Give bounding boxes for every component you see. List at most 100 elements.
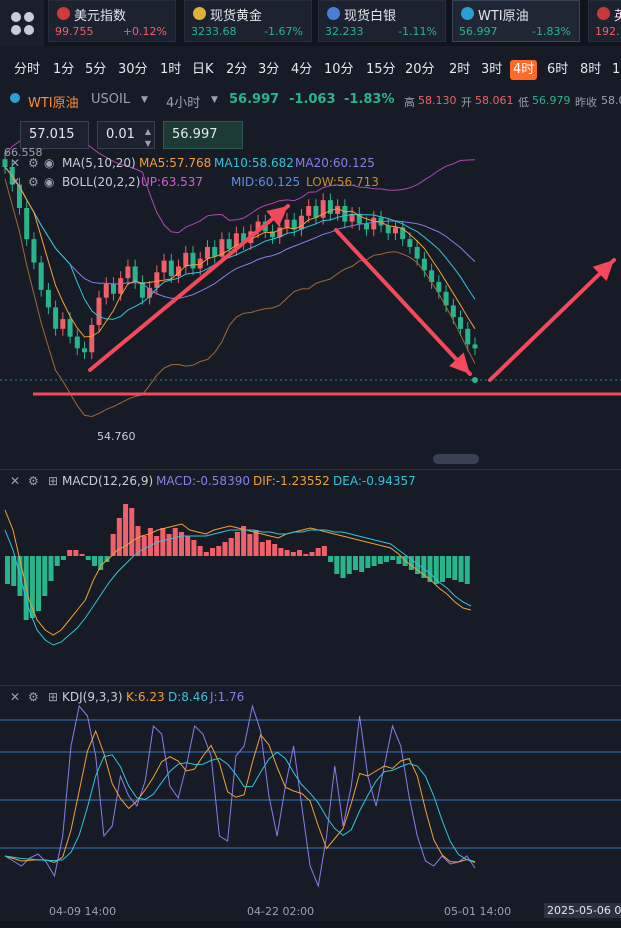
timeframe-tab[interactable]: 日K bbox=[192, 62, 214, 77]
candle-body bbox=[356, 213, 362, 224]
macd-histogram-bar bbox=[185, 536, 191, 556]
ticker-price: 192.1 bbox=[595, 25, 621, 38]
timeframe-tab[interactable]: 2分 bbox=[226, 62, 248, 77]
close-icon[interactable]: ✕ bbox=[10, 175, 21, 189]
candle-body bbox=[53, 307, 59, 329]
macd-histogram-bar bbox=[129, 508, 135, 556]
timeframe-tab[interactable]: 30分 bbox=[118, 62, 148, 77]
ticker-name: 美元指数 bbox=[74, 9, 127, 24]
candle-body bbox=[183, 252, 189, 267]
low-price-label: 54.760 bbox=[97, 430, 136, 443]
timeframe-tab[interactable]: 1时 bbox=[160, 62, 182, 77]
timeframe-tab[interactable]: 4时 bbox=[510, 60, 538, 80]
price-change: -1.063 bbox=[289, 92, 336, 107]
chevron-down-icon[interactable]: ▼ bbox=[211, 95, 218, 105]
timeframe-tab[interactable]: 4分 bbox=[291, 62, 313, 77]
close-icon[interactable]: ✕ bbox=[10, 690, 21, 704]
boll-low-value: LOW:56.713 bbox=[306, 175, 379, 189]
timeframe-bar: 分时 1分 5分 30分 1时 日K 2分 3分 4分 10分 15分 20分 2时 3时 4时 6时 8时 1 bbox=[0, 56, 621, 84]
macd-chart[interactable] bbox=[0, 470, 621, 684]
settings-icon[interactable]: ⚙ bbox=[28, 474, 39, 488]
timeframe-tab[interactable]: 3时 bbox=[481, 62, 503, 77]
price-change-pct: -1.83% bbox=[344, 92, 395, 107]
candle-body bbox=[38, 262, 44, 290]
macd-histogram-bar bbox=[160, 528, 166, 556]
macd-histogram-bar bbox=[309, 552, 315, 556]
settings-icon[interactable]: ⚙ bbox=[28, 156, 39, 170]
candle-body bbox=[103, 283, 109, 298]
candle-body bbox=[212, 246, 218, 257]
macd-histogram-bar bbox=[377, 556, 383, 564]
close-icon[interactable]: ✕ bbox=[10, 156, 21, 170]
macd-histogram-bar bbox=[79, 554, 85, 556]
macd-histogram-bar bbox=[253, 530, 259, 556]
candle-body bbox=[118, 278, 124, 294]
menu-grid-button[interactable] bbox=[0, 0, 44, 46]
trend-arrow-projection bbox=[488, 258, 616, 382]
eye-icon[interactable]: ◉ bbox=[44, 156, 55, 170]
main-candle-chart[interactable] bbox=[0, 112, 621, 470]
candle-body bbox=[407, 239, 413, 247]
period-label[interactable]: 4小时 bbox=[166, 96, 201, 111]
pane-divider[interactable] bbox=[0, 685, 621, 686]
timeframe-tab[interactable]: 8时 bbox=[580, 62, 602, 77]
ticker-card[interactable]: WTI原油 56.997 -1.83% bbox=[452, 0, 580, 42]
macd-histogram-bar bbox=[415, 556, 421, 574]
symbol-code[interactable]: USOIL bbox=[91, 92, 131, 107]
settings-icon[interactable]: ⚙ bbox=[28, 690, 39, 704]
candle-body bbox=[197, 258, 203, 269]
ticker-card[interactable]: 现货白银 32.233 -1.11% bbox=[318, 0, 446, 42]
candle-body bbox=[284, 219, 290, 228]
expand-icon[interactable]: ⊞ bbox=[48, 474, 59, 488]
ticker-card[interactable]: 现货黄金 3233.68 -1.67% bbox=[184, 0, 312, 42]
ticker-pct: -1.11% bbox=[398, 25, 437, 38]
chevron-up-icon[interactable]: ▲ bbox=[144, 127, 151, 136]
timeframe-tab[interactable]: 2时 bbox=[449, 62, 471, 77]
macd-value: MACD:-0.58390 bbox=[156, 474, 250, 488]
timeframe-tab[interactable]: 20分 bbox=[405, 62, 435, 77]
timeframe-tab[interactable]: 3分 bbox=[258, 62, 280, 77]
macd-histogram-bar bbox=[216, 546, 222, 556]
dif-value: DIF:-1.23552 bbox=[253, 474, 330, 488]
kdj-chart[interactable] bbox=[0, 686, 621, 901]
timeframe-tab[interactable]: 6时 bbox=[547, 62, 569, 77]
expand-icon[interactable]: ⊞ bbox=[48, 690, 59, 704]
timeframe-tab[interactable]: 1分 bbox=[53, 62, 75, 77]
candle-body bbox=[335, 206, 341, 214]
price-input-right[interactable]: 56.997 bbox=[163, 121, 243, 149]
timeframe-tab[interactable]: 1 bbox=[612, 62, 621, 77]
close-icon[interactable]: ✕ bbox=[10, 474, 21, 488]
flag-icon bbox=[597, 7, 610, 20]
trend-arrow-up-head bbox=[266, 206, 288, 227]
candle-body bbox=[241, 233, 247, 244]
ticker-card[interactable]: 美元指数 99.755 +0.12% bbox=[48, 0, 176, 42]
macd-histogram-bar bbox=[36, 556, 42, 611]
candle-body bbox=[255, 221, 261, 232]
open-label: 开 bbox=[461, 96, 472, 109]
macd-histogram-bar bbox=[234, 532, 240, 556]
macd-histogram-bar bbox=[67, 550, 73, 556]
settings-icon[interactable]: ⚙ bbox=[28, 175, 39, 189]
timeframe-tab[interactable]: 15分 bbox=[366, 62, 396, 77]
candle-body bbox=[306, 206, 312, 216]
chevron-down-icon[interactable]: ▼ bbox=[141, 95, 148, 105]
candle-body bbox=[342, 206, 348, 222]
timeframe-tab[interactable]: 分时 bbox=[14, 62, 41, 77]
trend-arrow-down bbox=[334, 228, 472, 376]
eye-icon[interactable]: ◉ bbox=[44, 175, 55, 189]
flag-icon bbox=[57, 7, 70, 20]
chevron-down-icon[interactable]: ▼ bbox=[144, 139, 151, 148]
price-input-left[interactable]: 57.015 bbox=[20, 121, 89, 149]
scroll-handle[interactable] bbox=[433, 454, 479, 464]
timeframe-tab[interactable]: 10分 bbox=[324, 62, 354, 77]
macd-histogram-bar bbox=[178, 532, 184, 556]
timeframe-tab[interactable]: 5分 bbox=[85, 62, 107, 77]
pane-divider[interactable] bbox=[0, 469, 621, 470]
kdj-legend: ✕ ⚙ ⊞ KDJ(9,3,3) K:6.23 D:8.46 J:1.76 bbox=[0, 690, 621, 706]
macd-histogram-bar bbox=[110, 534, 116, 556]
macd-histogram-bar bbox=[315, 548, 321, 556]
symbol-name[interactable]: WTI原油 bbox=[28, 96, 79, 111]
step-input[interactable]: 0.01 ▲ ▼ bbox=[97, 121, 155, 149]
macd-histogram-bar bbox=[452, 556, 458, 580]
